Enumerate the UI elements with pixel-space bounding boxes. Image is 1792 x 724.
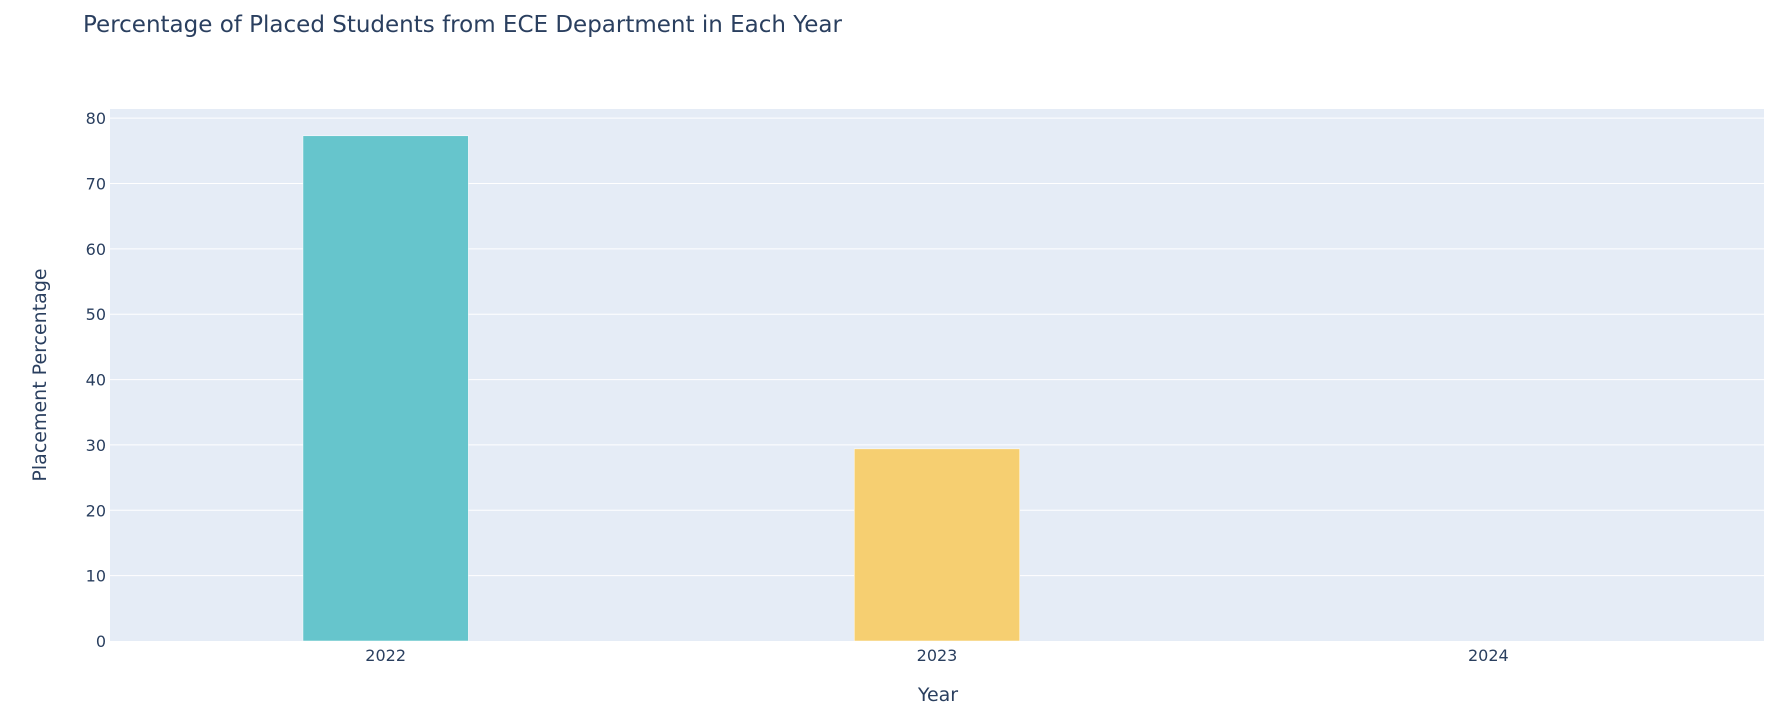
x-axis-ticks: 2022 2023 2024 xyxy=(365,646,1508,665)
chart-title: Percentage of Placed Students from ECE D… xyxy=(83,12,843,38)
x-tick-label: 2023 xyxy=(917,646,958,665)
y-tick-label: 80 xyxy=(86,109,106,128)
bars xyxy=(302,135,1020,642)
y-tick-label: 50 xyxy=(86,305,106,324)
y-tick-label: 30 xyxy=(86,436,106,455)
y-tick-label: 0 xyxy=(96,632,106,651)
x-tick-label: 2024 xyxy=(1468,646,1509,665)
y-tick-label: 70 xyxy=(86,175,106,194)
y-tick-label: 20 xyxy=(86,501,106,520)
y-axis-ticks: 0 10 20 30 40 50 60 70 80 xyxy=(86,109,106,651)
bar-2022 xyxy=(302,135,469,642)
bar-2023 xyxy=(854,448,1020,642)
y-tick-label: 60 xyxy=(86,240,106,259)
x-axis-title: Year xyxy=(917,684,958,706)
x-tick-label: 2022 xyxy=(365,646,406,665)
y-tick-label: 40 xyxy=(86,371,106,390)
y-tick-label: 10 xyxy=(86,567,106,586)
y-axis-title: Placement Percentage xyxy=(29,268,51,481)
